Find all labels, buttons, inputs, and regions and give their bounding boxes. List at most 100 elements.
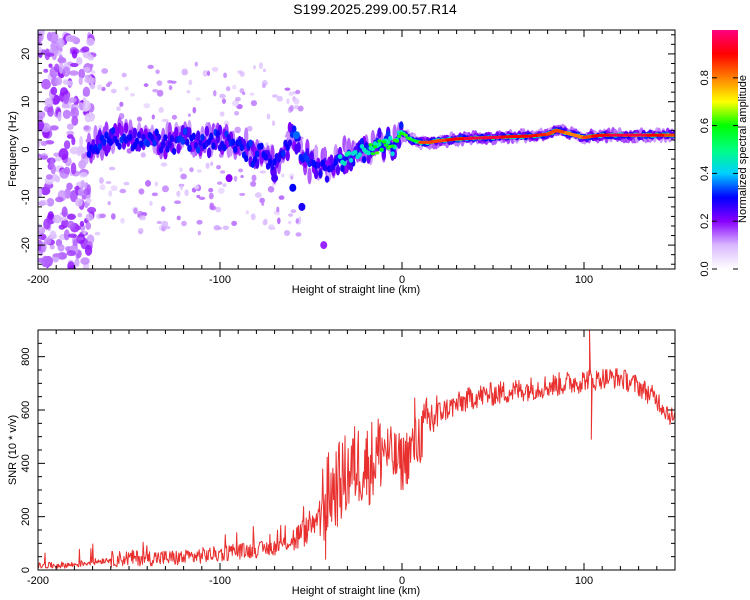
heatmap-speckle <box>171 114 178 120</box>
colorbar-bar <box>712 30 738 269</box>
heatmap-ridge-cell <box>119 125 124 137</box>
heatmap-speckle <box>234 97 241 102</box>
heatmap-ridge-cell <box>316 161 321 169</box>
heatmap-noise-blob <box>85 221 92 230</box>
heatmap-noise-blob <box>63 94 69 105</box>
heatmap-ridge-cell <box>86 150 92 158</box>
heatmap-speckle <box>130 93 135 97</box>
heatmap-speckle <box>208 187 214 193</box>
snr-x-tick-label: -200 <box>27 575 49 587</box>
heatmap-ridge-cell <box>287 139 293 147</box>
heatmap-noise-blob <box>49 244 55 250</box>
heatmap-speckle <box>297 105 304 112</box>
heatmap-speckle <box>266 113 271 120</box>
heatmap-speckle <box>82 107 89 112</box>
heatmap-noise-blob <box>78 102 84 110</box>
heatmap-ridge-cell <box>318 170 323 178</box>
heatmap-speckle <box>198 196 206 200</box>
heatmap-speckle <box>289 104 294 112</box>
heatmap-noise-blob <box>44 237 52 245</box>
heatmap-noise-blob <box>66 250 77 257</box>
heatmap-ridge-cell <box>171 147 177 155</box>
heatmap-speckle <box>99 177 104 184</box>
heatmap-speckle <box>250 180 257 187</box>
spectrogram-y-tick-label: 20 <box>20 48 32 60</box>
heatmap-speckle <box>149 200 153 206</box>
heatmap-ridge-cell <box>270 163 275 171</box>
heatmap-speckle <box>96 84 103 91</box>
heatmap-speckle <box>119 101 124 107</box>
heatmap-speckle <box>223 120 230 127</box>
heatmap-speckle <box>233 110 240 116</box>
heatmap-speckle <box>254 192 262 198</box>
heatmap-ridge-cell <box>359 144 365 149</box>
heatmap-ridge-cell <box>337 154 343 160</box>
heatmap-speckle <box>222 183 227 188</box>
heatmap-ridge-cell <box>206 147 212 159</box>
heatmap-noise-blob <box>54 63 60 73</box>
heatmap-noise-blob <box>58 224 66 230</box>
heatmap-ridge-cell <box>381 140 386 144</box>
heatmap-speckle <box>215 206 222 213</box>
heatmap-noise-blob <box>78 68 86 79</box>
spectrogram-y-tick-label: 0 <box>20 146 32 152</box>
heatmap-speckle <box>110 213 116 220</box>
heatmap-ridge-cell <box>174 126 179 138</box>
heatmap-ridge-cell <box>108 138 114 147</box>
colorbar-label: Normalized spectral amplitude <box>737 75 749 223</box>
heatmap-noise-blob <box>54 77 63 86</box>
heatmap-speckle <box>168 85 173 91</box>
heatmap-noise-blob <box>57 111 62 122</box>
heatmap-speckle <box>278 195 285 200</box>
heatmap-speckle <box>219 93 226 99</box>
heatmap-ridge-cell <box>394 139 400 143</box>
colorbar-tick-label: 0.2 <box>699 214 711 229</box>
colorbar: 0.0 0.2 0.4 0.6 0.8 Normalized spectral ampl… <box>699 30 749 277</box>
heatmap-speckle <box>121 72 127 78</box>
heatmap-core-cell <box>672 133 675 137</box>
heatmap-speckle <box>249 92 255 96</box>
colorbar-tick-label: 0.8 <box>699 70 711 85</box>
heatmap-noise-blob <box>43 218 51 230</box>
heatmap-noise-blob <box>41 241 47 253</box>
heatmap-ridge-cell <box>209 132 214 141</box>
heatmap-ridge-cell <box>156 133 162 141</box>
heatmap-speckle <box>151 192 159 197</box>
heatmap-speckle <box>288 213 294 217</box>
spectrogram-x-tick-label: 0 <box>399 274 405 286</box>
colorbar-ticks: 0.0 0.2 0.4 0.6 0.8 <box>699 70 738 277</box>
snr-y-tick-label: 600 <box>20 401 32 419</box>
heatmap-noise-blob <box>87 54 94 61</box>
spectrogram-x-tick-label: -100 <box>209 274 231 286</box>
heatmap-speckle <box>137 228 144 234</box>
heatmap-speckle <box>213 89 217 97</box>
heatmap-speckle <box>295 232 302 237</box>
heatmap-speckle <box>160 205 166 212</box>
heatmap-ridge-cell <box>385 130 391 138</box>
heatmap-noise-blob <box>76 57 83 65</box>
spectrogram-y-tick-label: -10 <box>20 189 32 205</box>
heatmap-noise-blob <box>66 182 73 191</box>
heatmap-noise-blob <box>52 253 63 258</box>
heatmap-ridge-cell <box>161 140 166 148</box>
heatmap-ridge-cell <box>361 155 367 164</box>
heatmap-ridge-cell <box>259 142 264 150</box>
heatmap-noise-blob <box>63 229 70 241</box>
heatmap-speckle <box>208 192 214 200</box>
heatmap-ridge-cell <box>226 134 231 142</box>
heatmap-ridge-cell <box>375 151 380 155</box>
colorbar-tick-label: 0.6 <box>699 118 711 133</box>
heatmap-side-blob <box>271 174 279 183</box>
heatmap-ridge-cell <box>195 146 201 154</box>
heatmap-speckle <box>239 71 245 77</box>
heatmap-noise-blob <box>45 52 55 57</box>
heatmap-noise-blob <box>66 220 75 229</box>
heatmap-speckle <box>216 164 221 170</box>
heatmap-speckle <box>123 181 130 186</box>
heatmap-speckle <box>288 91 294 96</box>
heatmap-speckle <box>160 162 168 167</box>
heatmap-speckle <box>179 184 184 191</box>
heatmap-noise-blob <box>80 257 90 265</box>
heatmap-speckle <box>205 162 210 169</box>
